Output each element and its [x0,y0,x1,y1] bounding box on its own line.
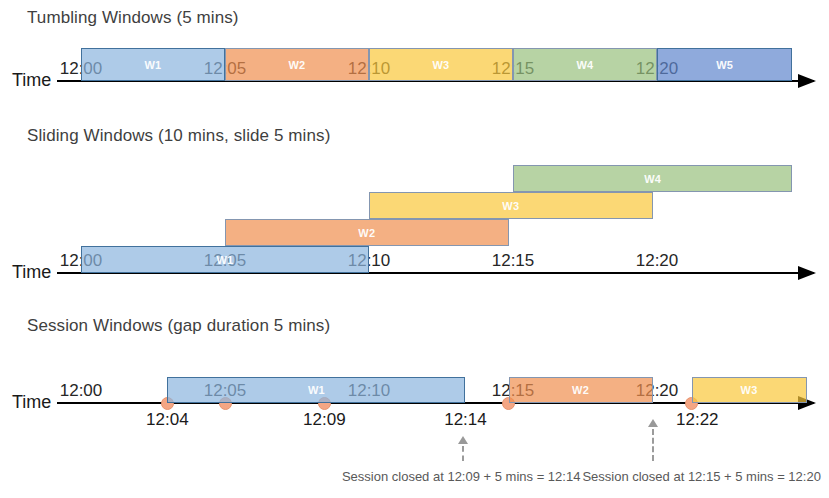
window-label: W3 [502,200,519,212]
section-title: Tumbling Windows (5 mins) [27,8,239,28]
window-bar: W5 [657,48,792,81]
window-label: W2 [572,384,589,396]
event-time-label: 12:22 [662,410,732,430]
window-bar: W3 [369,192,653,219]
time-axis-label: Time [12,70,51,91]
window-bar: W3 [369,48,513,81]
callout-up-arrow-icon [648,419,658,427]
section-title: Session Windows (gap duration 5 mins) [27,316,330,336]
window-label: W2 [358,227,375,239]
event-time-label: 12:09 [289,410,359,430]
window-bar: W3 [692,377,807,403]
tick-label: 12:00 [49,380,113,402]
callout-arrow-line [462,446,464,461]
window-label: W2 [288,59,305,71]
section-title: Sliding Windows (10 mins, slide 5 mins) [27,126,330,146]
window-bar: W1 [81,246,369,273]
window-label: W4 [576,59,593,71]
window-label: W1 [144,59,161,71]
time-axis-label: Time [12,262,51,283]
window-bar: W4 [513,48,657,81]
tick-label: 12:15 [481,250,545,272]
window-label: W4 [644,173,661,185]
window-bar: W1 [81,48,225,81]
time-axis-label: Time [12,392,51,413]
window-label: W5 [716,59,733,71]
time-axis-arrowhead-icon [798,266,816,280]
window-label: W1 [308,384,325,396]
window-bar: W1 [167,377,465,403]
window-bar: W2 [225,219,509,246]
time-axis-arrowhead-icon [798,74,816,88]
window-bar: W2 [225,48,369,81]
window-bar: W2 [509,377,653,403]
callout-arrow-line [652,429,654,461]
window-label: W1 [216,254,233,266]
window-label: W3 [432,59,449,71]
event-time-label: 12:14 [430,410,500,430]
window-label: W3 [741,384,758,396]
callout-text: Session closed at 12:15 + 5 mins = 12:20 [532,469,829,484]
window-bar: W4 [513,165,792,192]
tick-label: 12:20 [625,250,689,272]
event-time-label: 12:04 [132,410,202,430]
windowing-diagram: Tumbling Windows (5 mins) Time 12:00 12:0… [0,0,829,498]
callout-up-arrow-icon [458,436,468,444]
